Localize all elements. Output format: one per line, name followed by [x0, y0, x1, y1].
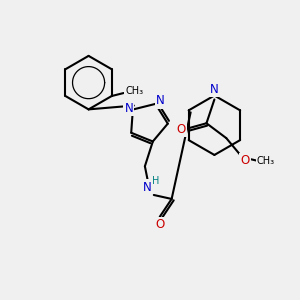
Text: H: H — [152, 176, 160, 186]
Text: CH₃: CH₃ — [125, 86, 144, 96]
Text: N: N — [142, 181, 151, 194]
Text: N: N — [124, 102, 133, 115]
Text: CH₃: CH₃ — [257, 156, 275, 166]
Text: N: N — [156, 94, 165, 107]
Text: O: O — [155, 218, 164, 231]
Text: O: O — [241, 154, 250, 167]
Text: N: N — [210, 83, 219, 96]
Text: O: O — [176, 123, 185, 136]
